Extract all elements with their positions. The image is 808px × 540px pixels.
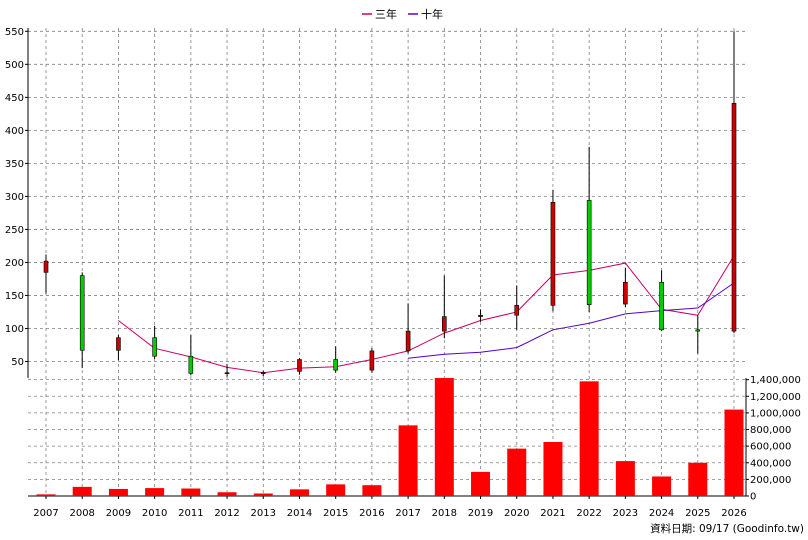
price-tick-label: 450 (5, 93, 24, 104)
candle-body (116, 337, 121, 351)
x-tick-label: 2017 (395, 508, 420, 519)
x-tick-label: 2020 (504, 508, 529, 519)
candle-body (695, 329, 701, 332)
candle-body (550, 202, 556, 306)
candle-body (224, 372, 230, 375)
legend: 三年 十年 (362, 7, 443, 21)
legend-label: 三年 (375, 7, 397, 21)
price-tick-label: 250 (5, 225, 24, 236)
volume-bar (362, 485, 382, 496)
x-tick-label: 2013 (251, 508, 276, 519)
volume-bar (652, 476, 672, 496)
candle-body (260, 372, 266, 375)
volume-bar (579, 381, 599, 496)
price-tick-label: 500 (5, 60, 24, 71)
volume-bar (108, 488, 128, 496)
volume-tick-label: 400,000 (750, 458, 791, 469)
x-axis: 2007 2008 2009 2010 2011 2012 2013 2014 2015 2016… (33, 496, 747, 519)
x-tick-label: 2010 (142, 508, 167, 519)
x-tick-label: 2026 (721, 508, 746, 519)
candle-body (623, 281, 628, 305)
volume-bar (724, 409, 744, 496)
x-tick-label: 2014 (287, 508, 312, 519)
x-tick-label: 2015 (323, 508, 348, 519)
price-tick-label: 50 (11, 357, 24, 368)
x-tick-label: 2011 (178, 508, 203, 519)
volume-bar (471, 471, 491, 496)
volume-bar (217, 492, 237, 496)
volume-bar (181, 488, 201, 496)
candle-body (297, 359, 302, 372)
x-tick-label: 2025 (685, 508, 710, 519)
price-tick-label: 300 (5, 192, 24, 203)
volume-tick-label: 1,400,000 (750, 375, 801, 386)
volume-bar (615, 461, 635, 496)
moving-average-lines (118, 255, 735, 374)
price-axis: 50 100 150 200 250 300 350 400 450 500 550 (5, 27, 28, 368)
candle-body (586, 200, 592, 305)
moving-average-line (118, 255, 735, 374)
x-tick-label: 2023 (613, 508, 638, 519)
price-tick-label: 200 (5, 258, 24, 269)
candle-body (478, 314, 483, 317)
volume-bar (326, 484, 346, 496)
candle-body (79, 275, 85, 351)
source-label: 資料日期: 09/17 (Goodinfo.tw) (650, 522, 804, 535)
volume-bar (289, 489, 309, 496)
x-tick-label: 2012 (214, 508, 239, 519)
candlesticks (43, 31, 737, 377)
volume-grid (28, 378, 747, 497)
volume-tick-label: 200,000 (750, 475, 791, 486)
volume-bar (36, 494, 56, 496)
x-tick-label: 2021 (540, 508, 565, 519)
volume-tick-label: 1,200,000 (750, 392, 801, 403)
x-tick-label: 2008 (69, 508, 94, 519)
volume-bars (36, 378, 744, 496)
volume-bar (543, 441, 563, 496)
volume-bar (398, 425, 418, 496)
volume-tick-label: 1,000,000 (750, 408, 801, 419)
volume-tick-label: 600,000 (750, 442, 791, 453)
price-tick-label: 350 (5, 159, 24, 170)
candle-body (659, 281, 664, 331)
candle-body (731, 102, 737, 332)
volume-axis: 0 200,000 400,000 600,000 800,000 1,000,000 1,… (746, 375, 801, 503)
volume-bar (145, 488, 165, 496)
x-tick-label: 2022 (576, 508, 601, 519)
x-tick-label: 2016 (359, 508, 384, 519)
x-tick-label: 2009 (106, 508, 131, 519)
x-tick-label: 2007 (33, 508, 58, 519)
candle-body (188, 355, 194, 374)
candle-body (152, 337, 157, 357)
price-grid (27, 28, 746, 496)
volume-bar (688, 462, 708, 496)
candle-body (333, 359, 338, 371)
volume-bar (72, 486, 92, 496)
candle-body (514, 305, 520, 316)
candle-body (369, 350, 375, 371)
candle-body (442, 316, 447, 332)
volume-bar (253, 493, 273, 496)
price-tick-label: 550 (5, 27, 24, 38)
x-tick-label: 2018 (432, 508, 457, 519)
price-tick-label: 150 (5, 291, 24, 302)
candle-body (43, 260, 49, 273)
legend-label: 十年 (421, 7, 443, 21)
price-tick-label: 400 (5, 126, 24, 137)
volume-tick-label: 800,000 (750, 425, 791, 436)
candle-body (405, 330, 411, 352)
x-tick-label: 2024 (649, 508, 674, 519)
volume-bar (434, 378, 454, 496)
volume-bar (507, 448, 527, 496)
x-tick-label: 2019 (468, 508, 493, 519)
volume-tick-label: 0 (750, 492, 756, 503)
moving-average-line (408, 282, 735, 359)
price-tick-label: 100 (5, 324, 24, 335)
